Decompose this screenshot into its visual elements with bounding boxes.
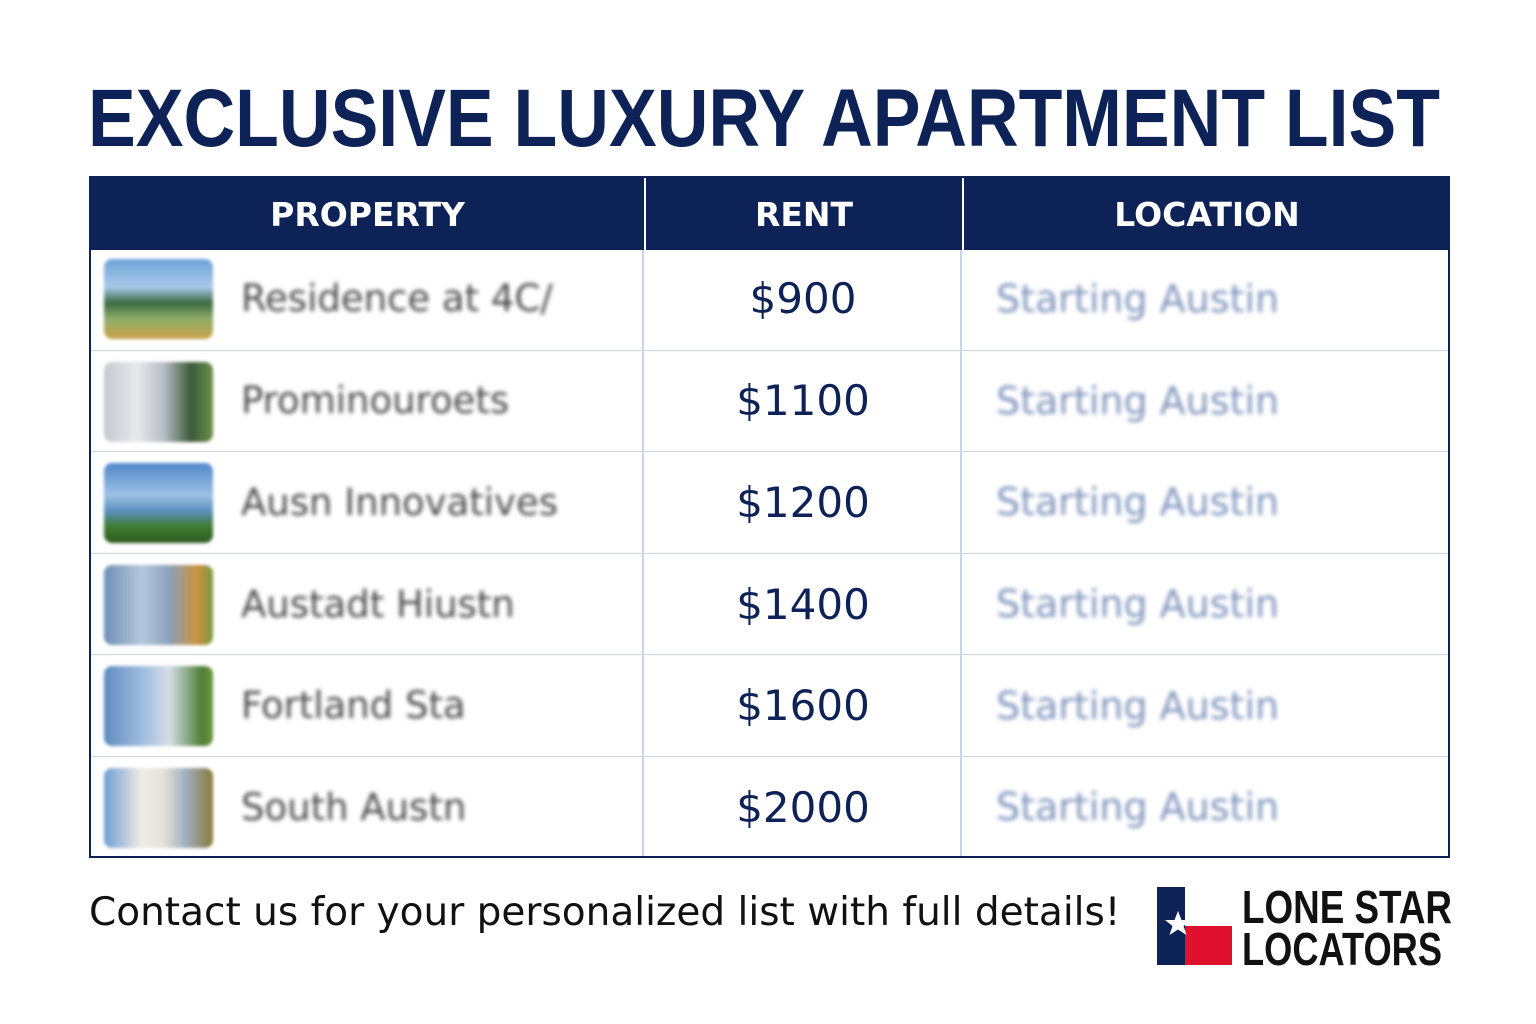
location: Starting Austin [996, 276, 1280, 321]
flag-star [1165, 911, 1191, 935]
logo-line: LONE STAR [1242, 887, 1452, 933]
property-photo [104, 361, 213, 442]
apartment-table: PROPERTY RENT LOCATION Residence at 4C/ $900… [89, 176, 1450, 858]
property-photo [104, 666, 213, 747]
property-name: Fortland Sta [241, 684, 466, 728]
title-area: EXCLUSIVE LUXURY APARTMENT LIST [88, 73, 1440, 164]
title: EXCLUSIVE LUXURY APARTMENT LIST [88, 73, 1440, 164]
column-divider [960, 250, 962, 856]
rent-value: $2000 [736, 782, 870, 832]
column-divider [642, 250, 644, 856]
table-row: Prominouroets $1100 Starting Austin [91, 349, 1448, 452]
property-photo [104, 463, 213, 544]
location: Starting Austin [996, 480, 1280, 525]
table-row: Ausn Innovatives $1200 Starting Austin [91, 451, 1448, 553]
location: Starting Austin [996, 683, 1280, 728]
location: Starting Austin [996, 785, 1280, 830]
rent-value: $1600 [736, 681, 870, 731]
contact-text: Contact us for your personalized list wi… [89, 890, 1121, 935]
column-header: RENT [644, 178, 962, 250]
column-header: PROPERTY [91, 178, 644, 250]
property-name: South Austn [241, 785, 467, 829]
rent-value: $1200 [736, 477, 870, 527]
table-row: Fortland Sta $1600 Starting Austin [91, 654, 1448, 756]
table-row: Austadt Hiustn $1400 Starting Austin [91, 552, 1448, 655]
logo: LONE STAR LOCATORS [1157, 887, 1452, 972]
property-name: Austadt Hiustn [241, 582, 515, 626]
location: Starting Austin [996, 582, 1280, 627]
location: Starting Austin [996, 378, 1280, 423]
property-photo [104, 259, 213, 339]
rent-value: $1100 [736, 376, 870, 426]
property-photo [104, 564, 213, 645]
table-row: South Austn $2000 Starting Austin [91, 756, 1448, 858]
column-header: LOCATION [962, 178, 1450, 250]
property-photo [104, 768, 213, 848]
property-name: Ausn Innovatives [241, 480, 558, 524]
flag-red [1185, 926, 1232, 965]
table-row: Residence at 4C/ $900 Starting Austin [91, 248, 1448, 350]
logo-text: LONE STAR LOCATORS [1242, 887, 1452, 972]
flag-white [1185, 887, 1232, 926]
property-name: Prominouroets [241, 379, 510, 423]
property-name: Residence at 4C/ [241, 277, 553, 321]
rent-value: $1400 [736, 579, 870, 629]
logo-line: LOCATORS [1242, 923, 1442, 972]
rent-value: $900 [749, 274, 857, 324]
